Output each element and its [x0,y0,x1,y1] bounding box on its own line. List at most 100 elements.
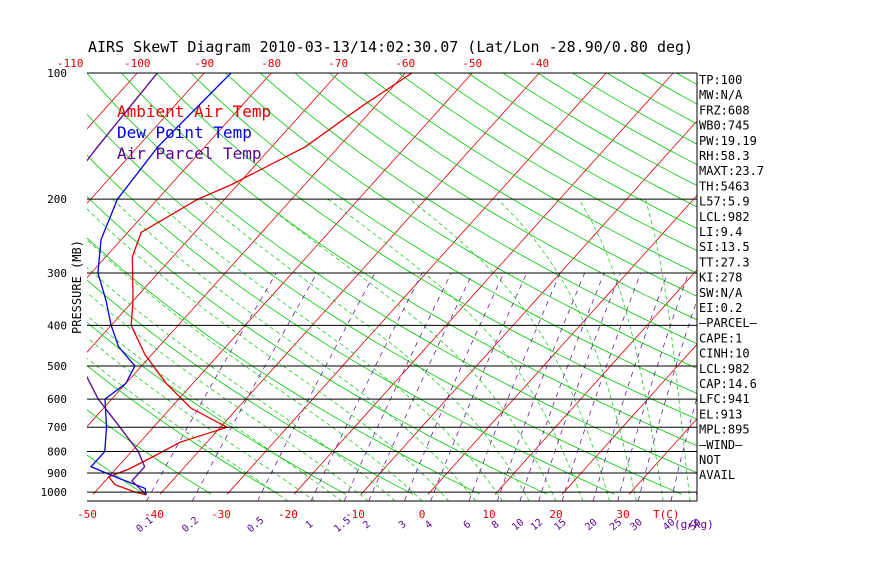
top-temp-tick-label: -110 [57,57,84,70]
moist-adiabat-line [87,208,450,501]
moist-adiabat-line [87,239,423,501]
moist-adiabat-line [153,198,503,501]
top-temp-tick-label: -70 [328,57,348,70]
bottom-temp-tick-label: -40 [144,508,164,521]
isotherm-line [0,73,3,494]
y-tick-label: 600 [47,393,67,406]
moist-adiabat-line [112,198,476,501]
y-tick-label: 100 [47,67,67,80]
dry-adiabat-line [87,113,682,495]
mixing-ratio-line [561,272,642,501]
isotherm-line [763,73,870,494]
dry-adiabat-line [780,73,870,494]
isotherm-line [92,73,473,495]
index-entry: LCL:982 [699,210,750,224]
mixing-ratio-line [617,272,689,501]
index-entry: TP:100 [699,73,742,87]
mixing-ratio-line [468,272,561,501]
legend-entry: Dew Point Temp [117,123,252,142]
dry-adiabat-line [225,73,697,369]
isotherm-line [830,73,870,494]
index-entry: MW:N/A [699,88,743,102]
legend-entry: Ambient Air Temp [117,102,271,121]
mixing-ratio-tick-label: 3 [397,519,409,531]
index-entry: L57:5.9 [699,195,750,209]
index-entry: LCL:982 [699,362,750,376]
top-temp-tick-label: -40 [529,57,549,70]
isotherm-line [87,73,406,428]
dry-adiabat-line [155,73,697,420]
mixing-ratio-tick-label: 10 [510,517,526,533]
y-tick-label: 800 [47,446,67,459]
profile-line [87,73,158,496]
dry-adiabat-line [294,73,697,321]
bottom-temp-tick-label: -30 [211,508,231,521]
y-tick-label: 1000 [41,486,68,499]
isotherm-line [494,269,697,495]
mixing-ratio-line [670,395,697,501]
dry-adiabat-line [433,73,697,230]
dry-adiabat-line [87,195,548,495]
top-temp-tick-label: -50 [462,57,482,70]
dry-adiabat-line [468,73,697,208]
isotherm-line [427,194,697,495]
moist-adiabat-line [87,292,369,501]
dry-adiabat-line [329,73,697,297]
mixing-ratio-line [146,272,277,501]
mixing-ratio-line [497,272,586,501]
mixing-ratio-tick-label: 30 [628,517,644,533]
dry-adiabat-line [364,73,697,274]
bottom-temp-tick-label: -20 [278,508,298,521]
mixing-ratio-line [404,272,505,501]
isotherm-line [293,73,674,495]
mixing-ratio-line [430,272,528,501]
dry-adiabat-line [0,73,10,494]
mixing-ratio-tick-label: 0.5 [246,515,267,535]
top-temp-tick-label: -80 [261,57,281,70]
moist-adiabat-line [87,315,342,501]
dry-adiabat-line [259,73,697,345]
moist-adiabat-line [87,357,289,501]
index-entry: —WIND— [699,438,743,452]
dry-adiabat-line [87,321,346,495]
y-tick-label: 900 [47,467,67,480]
mixing-ratio-line [519,272,605,501]
mixing-ratio-line [310,272,423,501]
index-entry: NOT [699,453,721,467]
mixing-ratio-tick-label: 20 [583,517,599,533]
profile-line [107,73,413,496]
index-entry: KI:278 [699,271,742,285]
dry-adiabat-line [815,73,870,494]
index-entry: CINH:10 [699,347,750,361]
index-entry: SW:N/A [699,286,743,300]
dry-adiabat-line [398,73,697,252]
dry-adiabat-line [87,154,615,495]
mixing-ratio-unit-label: (g/kg) [674,518,714,531]
bottom-temp-tick-label: 0 [419,508,426,521]
mixing-ratio-tick-label: 0.2 [180,515,201,535]
isotherm-line [159,73,540,495]
isotherm-line [87,73,205,204]
bottom-temp-tick-label: 20 [549,508,562,521]
isotherm-line [360,120,697,495]
dry-adiabat-line [87,237,481,495]
y-tick-label: 300 [47,267,67,280]
index-entry: TH:5463 [699,179,750,193]
dry-adiabat-line [87,365,279,495]
dry-adiabat-line [572,73,697,145]
isotherm-line [561,343,697,495]
index-entry: AVAIL [699,468,735,482]
index-entry: WB0:745 [699,119,750,133]
mixing-ratio-tick-label: 4 [423,519,435,531]
index-entry: CAP:14.6 [699,377,757,391]
mixing-ratio-line [637,298,697,501]
y-tick-label: 500 [47,360,67,373]
index-entry: SI:13.5 [699,240,750,254]
dry-adiabat-line [537,73,697,166]
legend-entry: Air Parcel Temp [117,144,262,163]
moist-adiabat-line [645,199,691,501]
dry-adiabat-line [190,73,697,394]
mixing-ratio-tick-label: 1 [304,519,316,531]
